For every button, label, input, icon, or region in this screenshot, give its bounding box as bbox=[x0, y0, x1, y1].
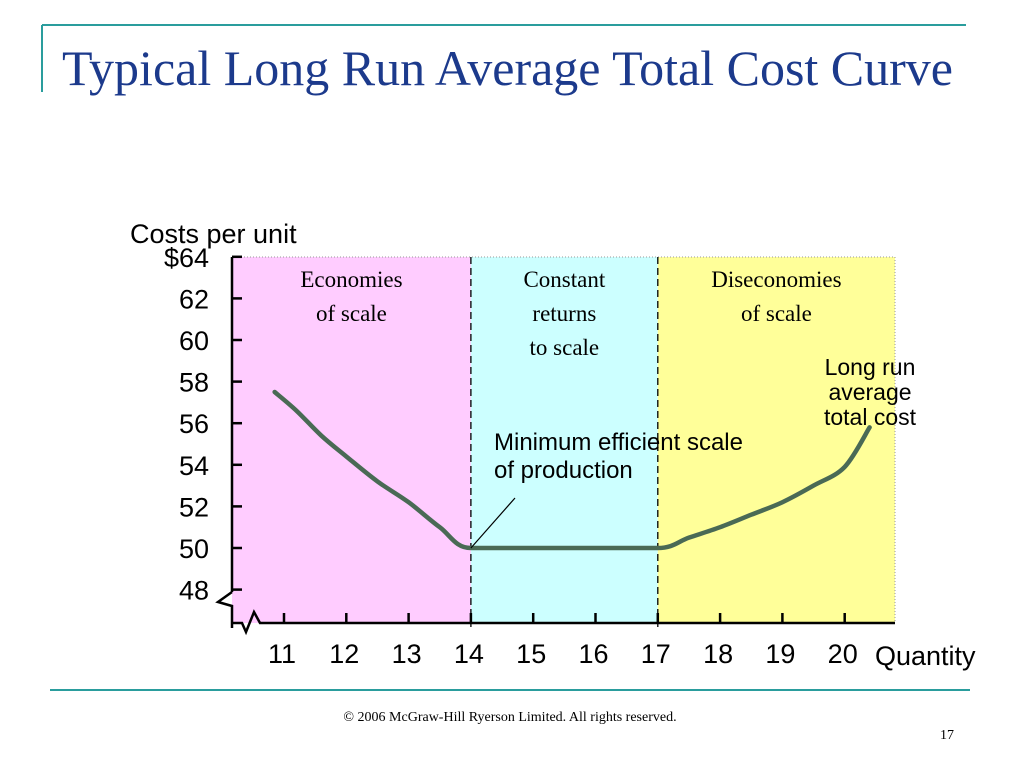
lratc-annotation: Long run bbox=[825, 354, 916, 380]
mes-leader-line bbox=[470, 497, 516, 549]
mes-annotation: of production bbox=[494, 457, 633, 484]
x-tick-label: 17 bbox=[641, 639, 671, 669]
x-tick-label: 20 bbox=[828, 639, 858, 669]
region-label-diseconomies: Diseconomies bbox=[711, 267, 841, 292]
x-tick-label: 11 bbox=[268, 639, 296, 669]
lratc-annotation: total cost bbox=[824, 404, 917, 430]
region-label-diseconomies: of scale bbox=[741, 301, 812, 326]
y-tick-label: 48 bbox=[179, 576, 209, 606]
x-tick-label: 12 bbox=[329, 639, 359, 669]
region-economies bbox=[232, 257, 471, 623]
y-tick-label: 60 bbox=[179, 326, 209, 356]
slide-title: Typical Long Run Average Total Cost Curv… bbox=[62, 40, 953, 96]
y-tick-label: $64 bbox=[164, 243, 209, 273]
copyright-footer: © 2006 McGraw-Hill Ryerson Limited. All … bbox=[343, 710, 677, 725]
region-label-economies: Economies bbox=[300, 267, 402, 292]
mes-annotation: Minimum efficient scale bbox=[494, 429, 743, 456]
region-label-constant: Constant bbox=[523, 267, 605, 292]
lratc-annotation: average bbox=[828, 379, 911, 405]
y-tick-label: 56 bbox=[179, 409, 209, 439]
y-axis-label: Costs per unit bbox=[130, 219, 297, 249]
y-tick-label: 58 bbox=[179, 368, 209, 398]
x-axis-label: Quantity bbox=[875, 641, 976, 671]
x-tick-label: 14 bbox=[454, 639, 484, 669]
x-tick-label: 13 bbox=[392, 639, 422, 669]
region-diseconomies bbox=[657, 257, 895, 623]
x-tick-label: 16 bbox=[578, 639, 608, 669]
region-constant bbox=[470, 257, 658, 623]
y-tick-label: 62 bbox=[179, 284, 209, 314]
y-tick-label: 52 bbox=[179, 492, 209, 522]
x-axis-with-break bbox=[232, 609, 895, 636]
region-label-economies: of scale bbox=[316, 301, 387, 326]
x-tick-label: 18 bbox=[703, 639, 733, 669]
x-tick-label: 15 bbox=[516, 639, 546, 669]
x-tick-label: 19 bbox=[765, 639, 795, 669]
page-number: 17 bbox=[940, 728, 954, 743]
y-tick-label: 50 bbox=[179, 534, 209, 564]
region-label-constant: returns bbox=[532, 301, 596, 326]
region-label-constant: to scale bbox=[530, 335, 600, 360]
lratc-curve bbox=[272, 389, 872, 551]
y-axis-break-icon bbox=[215, 590, 234, 628]
y-tick-label: 54 bbox=[179, 451, 209, 481]
